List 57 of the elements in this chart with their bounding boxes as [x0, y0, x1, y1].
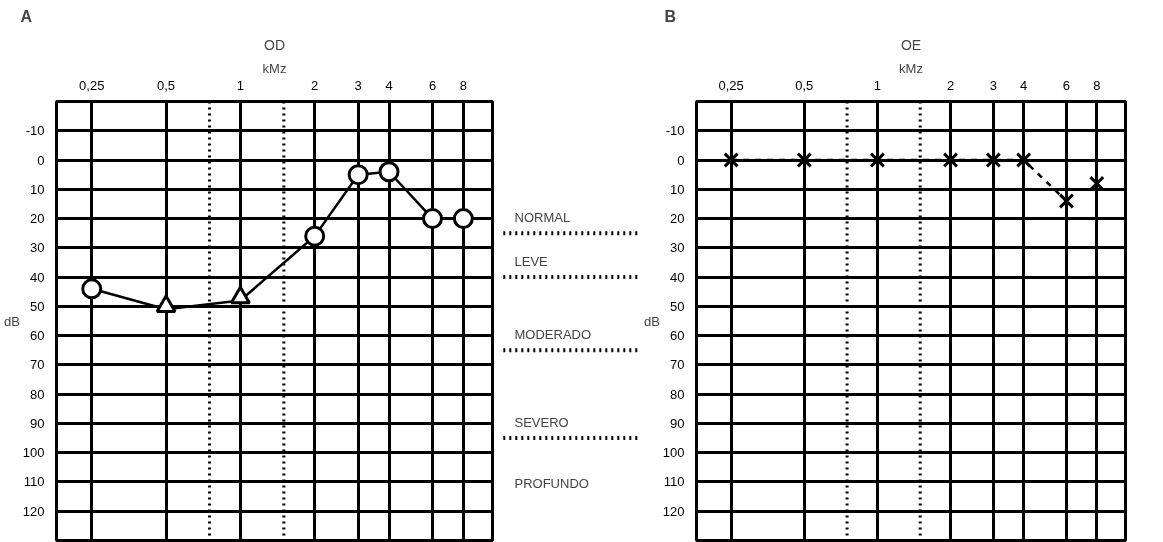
x-tick-label: 4: [1020, 77, 1028, 93]
y-tick-label: 90: [670, 415, 685, 431]
y-tick-label: 10: [30, 181, 45, 197]
y-tick-label: 70: [670, 357, 685, 373]
x-tick-label: 8: [459, 77, 467, 93]
x-axis-title: kMz: [262, 60, 287, 76]
y-tick-label: 50: [30, 298, 45, 314]
y-axis-title: dB: [3, 313, 20, 329]
y-tick-label: 80: [670, 386, 685, 402]
y-tick-label: 40: [30, 269, 45, 285]
y-tick-label: 20: [670, 211, 685, 227]
y-tick-label: 10: [670, 181, 685, 197]
y-tick-label: 60: [30, 328, 45, 344]
x-tick-label: 8: [1093, 77, 1101, 93]
y-axis-title: dB: [643, 313, 660, 329]
text: PROFUNDO: [514, 475, 589, 491]
text: A: [20, 7, 33, 25]
x-tick-label: 0,25: [718, 77, 744, 93]
y-tick-label: 70: [30, 357, 45, 373]
x-tick-label: 0,25: [79, 77, 105, 93]
x-tick-label: 2: [946, 77, 955, 93]
ref-line-label: NORMAL: [514, 210, 571, 226]
y-tick-label: 50: [670, 298, 685, 314]
y-tick-label: 60: [670, 328, 685, 344]
x-axis-title: kMz: [899, 60, 923, 76]
ref-line-label: SEVERO: [514, 415, 569, 431]
y-tick-label: 100: [22, 445, 45, 461]
y-tick-label: 30: [30, 240, 45, 256]
x-tick-label: 1: [873, 77, 882, 93]
ref-line-label: MODERADO: [514, 327, 592, 343]
x-tick-label: 2: [311, 77, 319, 93]
y-tick-label: 30: [670, 240, 685, 256]
y-tick-label: 110: [663, 474, 685, 490]
y-tick-label: 0: [677, 152, 685, 168]
y-tick-label: 120: [22, 503, 45, 519]
y-tick-label: 120: [662, 503, 685, 519]
y-tick-label: 40: [670, 269, 685, 285]
y-tick-label: 100: [662, 445, 685, 461]
y-tick-label: 80: [30, 386, 45, 402]
chart-title: OD: [264, 36, 285, 53]
text: B: [664, 7, 677, 25]
x-tick-label: 3: [354, 77, 362, 93]
y-tick-label: 90: [30, 415, 45, 431]
x-tick-label: 6: [1062, 77, 1071, 93]
x-tick-label: 1: [236, 77, 244, 93]
y-tick-label: 110: [23, 474, 45, 490]
x-tick-label: 4: [385, 77, 393, 93]
y-tick-label: -10: [665, 123, 685, 139]
x-tick-label: 6: [428, 77, 437, 93]
x-tick-label: 0,5: [157, 77, 176, 93]
y-tick-label: 20: [30, 211, 45, 227]
x-tick-label: 0,5: [795, 77, 814, 93]
ref-line-label: LEVE: [514, 254, 549, 270]
chart-title: OE: [900, 36, 922, 53]
y-tick-label: 0: [37, 152, 45, 168]
x-tick-label: 3: [989, 77, 997, 93]
y-tick-label: -10: [25, 123, 45, 139]
